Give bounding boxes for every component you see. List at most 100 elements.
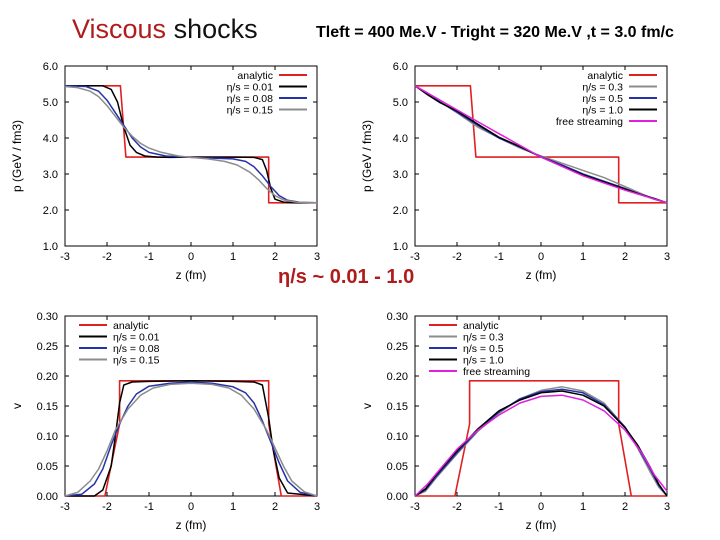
legend-label-s-0-5: η/s = 0.5	[582, 93, 623, 105]
y-axis-label: p (GeV / fm3)	[360, 120, 374, 192]
legend-label-s-1-0: η/s = 1.0	[463, 355, 504, 367]
y-tick-label: 4.0	[43, 133, 58, 145]
y-tick-label: 5.0	[393, 97, 408, 109]
series-line-analytic	[415, 84, 667, 204]
y-tick-label: 3.0	[393, 169, 408, 181]
y-tick-label: 0.25	[37, 341, 58, 353]
series-line-s-1-0	[414, 85, 668, 204]
viscosity-range-note: η/s ~ 0.01 - 1.0	[278, 266, 415, 288]
x-tick-label: -3	[60, 501, 70, 513]
x-axis-label: z (fm)	[176, 268, 207, 282]
x-tick-label: -3	[60, 251, 70, 263]
x-tick-label: -1	[494, 501, 504, 513]
y-tick-label: 0.05	[387, 461, 408, 473]
x-tick-label: 3	[664, 251, 670, 263]
legend-label-s-0-5: η/s = 0.5	[463, 343, 504, 355]
slide-title-word1: Viscous	[72, 14, 167, 44]
plot-frame	[64, 65, 318, 247]
series-line-s-0-3	[414, 85, 668, 204]
y-tick-label: 0.10	[37, 431, 58, 443]
legend-label-free-streaming: free streaming	[556, 116, 623, 128]
y-tick-label: 1.0	[43, 241, 58, 253]
legend-label-free-streaming: free streaming	[463, 366, 530, 378]
series-line-s-0-08	[64, 85, 318, 204]
x-tick-label: 3	[314, 251, 320, 263]
x-tick-label: 2	[272, 251, 278, 263]
legend-label-s-0-08: η/s = 0.08	[113, 343, 160, 355]
y-axis-label: v	[10, 403, 24, 409]
series-line-s-0-15	[64, 382, 318, 497]
chart-velocity-viscous-low: -3 -2 -1 0 1 2 3 0.00 0.05 0.10 0.15 0.20 0.25 0.30 z …	[10, 311, 320, 532]
y-tick-label: 5.0	[43, 97, 58, 109]
x-tick-label: 1	[230, 251, 236, 263]
y-tick-label: 3.0	[43, 169, 58, 181]
y-tick-label: 0.15	[387, 401, 408, 413]
y-tick-label: 0.20	[37, 371, 58, 383]
x-tick-label: -2	[452, 251, 462, 263]
x-tick-label: -2	[102, 251, 112, 263]
y-tick-label: 0.30	[387, 311, 408, 323]
x-tick-label: -1	[144, 251, 154, 263]
legend-label-s-0-3: η/s = 0.3	[463, 332, 504, 344]
x-axis-label: z (fm)	[526, 518, 557, 532]
series-line-analytic	[65, 84, 317, 204]
series-line-free-streaming	[414, 394, 668, 497]
legend-label-s-0-15: η/s = 0.15	[113, 355, 160, 367]
series-line-free-streaming	[414, 85, 668, 204]
y-tick-label: 0.00	[387, 491, 408, 503]
chart-velocity-viscous-high: -3 -2 -1 0 1 2 3 0.00 0.05 0.10 0.15 0.20 0.25 0.30 z …	[360, 311, 670, 532]
chart-pressure-viscous-high: -3 -2 -1 0 1 2 3 1.0 2.0 3.0 4.0 5.0 6.0 z (fm) p (GeV…	[360, 61, 670, 282]
x-tick-label: -1	[144, 501, 154, 513]
y-axis-label: v	[360, 403, 374, 409]
legend-label-analytic: analytic	[587, 70, 623, 82]
slide-title-word2: shocks	[173, 14, 258, 44]
x-axis-label: z (fm)	[176, 518, 207, 532]
x-tick-label: 3	[314, 501, 320, 513]
x-tick-label: 0	[188, 501, 194, 513]
x-tick-label: 2	[622, 251, 628, 263]
x-tick-label: 2	[272, 501, 278, 513]
y-tick-label: 0.30	[37, 311, 58, 323]
legend-label-analytic: analytic	[237, 70, 273, 82]
y-tick-label: 1.0	[393, 241, 408, 253]
x-tick-label: -1	[494, 251, 504, 263]
slide-subtitle: Tleft = 400 Me.V - Tright = 320 Me.V ,t …	[316, 24, 674, 41]
chart-pressure-viscous-low: -3 -2 -1 0 1 2 3 1.0 2.0 3.0 4.0 5.0 6.0 z (fm) p (GeV…	[10, 61, 320, 282]
series-line-s-0-15	[64, 85, 318, 204]
y-axis-label: p (GeV / fm3)	[10, 120, 24, 192]
x-tick-label: 1	[230, 501, 236, 513]
legend-label-s-0-01: η/s = 0.01	[113, 332, 160, 344]
legend-label-s-1-0: η/s = 1.0	[582, 105, 623, 117]
y-tick-label: 0.20	[387, 371, 408, 383]
legend-label-analytic: analytic	[463, 320, 499, 332]
x-tick-label: 2	[622, 501, 628, 513]
y-tick-label: 0.15	[37, 401, 58, 413]
y-tick-label: 6.0	[393, 61, 408, 73]
y-tick-label: 0.10	[387, 431, 408, 443]
y-tick-label: 6.0	[43, 61, 58, 73]
y-tick-label: 0.05	[37, 461, 58, 473]
series-line-s-0-5	[414, 85, 668, 204]
x-tick-label: 3	[664, 501, 670, 513]
x-tick-label: -2	[102, 501, 112, 513]
legend-label-s-0-15: η/s = 0.15	[227, 105, 274, 117]
x-tick-label: -3	[410, 251, 420, 263]
legend-label-analytic: analytic	[113, 320, 149, 332]
x-axis-label: z (fm)	[526, 268, 557, 282]
x-tick-label: 0	[538, 501, 544, 513]
series-line-s-0-08	[64, 381, 318, 497]
y-tick-label: 0.00	[37, 491, 58, 503]
series-line-s-0-01	[65, 380, 318, 497]
plot-frame	[414, 315, 668, 497]
x-tick-label: 1	[580, 501, 586, 513]
series-line-s-0-01	[65, 85, 317, 204]
x-tick-label: 0	[538, 251, 544, 263]
legend-label-s-0-01: η/s = 0.01	[227, 82, 274, 94]
y-tick-label: 2.0	[393, 205, 408, 217]
legend-label-s-0-3: η/s = 0.3	[582, 82, 623, 94]
x-tick-label: -2	[452, 501, 462, 513]
series-line-s-0-3	[414, 386, 668, 497]
y-tick-label: 2.0	[43, 205, 58, 217]
x-tick-label: 0	[188, 251, 194, 263]
slide-title: Viscous shocks	[72, 14, 258, 45]
